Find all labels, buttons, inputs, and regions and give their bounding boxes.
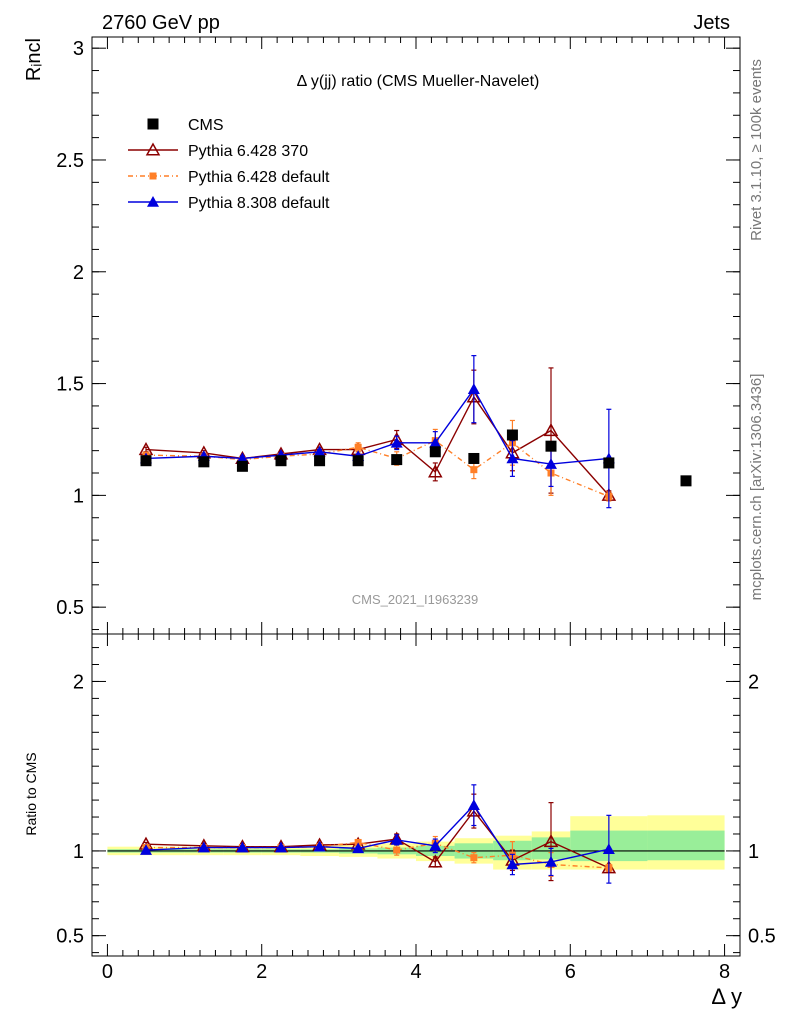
x-tick-label: 4 [410,961,421,983]
data-point [467,799,480,810]
legend-label: Pythia 6.428 370 [188,143,308,160]
legend-label: CMS [188,117,224,134]
main-watermark: CMS_2021_I1963239 [352,592,479,607]
legend-label: Pythia 6.428 default [188,169,330,186]
y-tick-label: 1.5 [56,374,84,396]
data-point [428,464,443,478]
y-tick-label: 2 [73,671,84,693]
data-point [198,456,210,468]
data-point [313,840,326,852]
data-point [506,429,518,441]
data-point [393,846,401,854]
legend-marker [147,196,159,207]
data-point [467,383,480,394]
data-point [429,436,442,448]
y-tick-label: 0.5 [56,926,84,948]
x-tick-label: 0 [102,961,113,983]
main-plot-area: 0.5 1 1.5 2 2.5 3 [56,36,741,635]
side-label-bottom: mcplots.cern.ch [arXiv:1306.3436] [748,374,765,601]
series-cms [140,429,692,487]
data-point [275,841,287,853]
data-point [313,445,326,457]
x-tick-label: 6 [565,961,576,983]
ratio-panel: Ratio to CMS Δ y 0.5 0.5 1 1 2 2 0 2 4 6 8 [23,633,776,1009]
frame [91,633,741,957]
data-point [429,839,442,851]
main-title: Δ y(jj) ratio (CMS Mueller-Navelet) [297,73,540,90]
legend-marker [145,142,161,156]
y-tick-label: 2.5 [56,150,84,172]
data-point [545,855,557,867]
y-tick-label: 1 [73,841,84,863]
legend-marker [149,172,157,180]
data-point [236,460,248,472]
data-point [352,455,364,467]
data-point [468,452,480,464]
data-point [390,833,403,845]
data-point [506,858,519,870]
data-point [197,841,210,853]
data-point [428,854,443,868]
data-point [603,457,615,469]
data-point [275,455,287,467]
series-line [145,439,610,498]
y-tick-label: 3 [73,38,84,60]
legend: CMS Pythia 6.428 370 Pythia 6.428 default P… [128,117,330,212]
series-line [145,387,609,465]
data-point [545,458,557,469]
series-line [145,804,610,866]
data-point [470,854,478,862]
data-point [545,440,557,452]
header-left: 2760 GeV pp [102,12,220,34]
y-tick-label: 1 [73,485,84,507]
series-line [146,841,609,869]
data-point [391,454,403,466]
y-tick-label-right: 0.5 [748,926,776,948]
data-point [543,834,559,848]
data-point [352,842,365,854]
y-tick-label-right: 1 [748,841,759,863]
band-green [647,830,725,861]
data-point [354,443,362,451]
main-ylabel: Rᵢncl [23,38,45,81]
data-point [470,466,478,474]
data-point [140,844,152,855]
data-point [390,436,403,448]
ratio-series-pythia-8-308-default [140,784,615,884]
data-point [236,841,249,853]
x-tick-label: 8 [719,961,730,983]
legend-marker [147,118,159,130]
y-tick-label: 0.5 [56,597,84,619]
main-panel: Δ y(jj) ratio (CMS Mueller-Navelet) CMS_… [23,36,741,635]
data-point [602,843,615,855]
side-label-top: Rivet 3.1.10, ≥ 100k events [748,59,765,241]
data-point [236,452,249,464]
ratio-ylabel: Ratio to CMS [23,752,39,835]
series-line [145,809,610,869]
y-tick-label: 2 [73,262,84,284]
series-pythia-8-308-default [140,355,615,509]
data-point [506,452,519,464]
header-right: Jets [693,12,730,34]
y-tick-label-right: 2 [748,671,759,693]
ratio-xlabel: Δ y [711,984,742,1009]
legend-label: Pythia 8.308 default [188,195,330,212]
data-point [543,422,559,437]
series-pythia-6-428-370 [138,367,617,501]
data-point [140,455,152,467]
ratio-plot-area: 0.5 0.5 1 1 2 2 0 2 4 6 8 [56,633,776,983]
data-point [314,455,326,467]
data-point [429,446,441,458]
series-line [145,395,610,496]
data-point [680,475,692,487]
x-tick-label: 2 [256,961,267,983]
series-pythia-6-428-default [142,419,613,502]
